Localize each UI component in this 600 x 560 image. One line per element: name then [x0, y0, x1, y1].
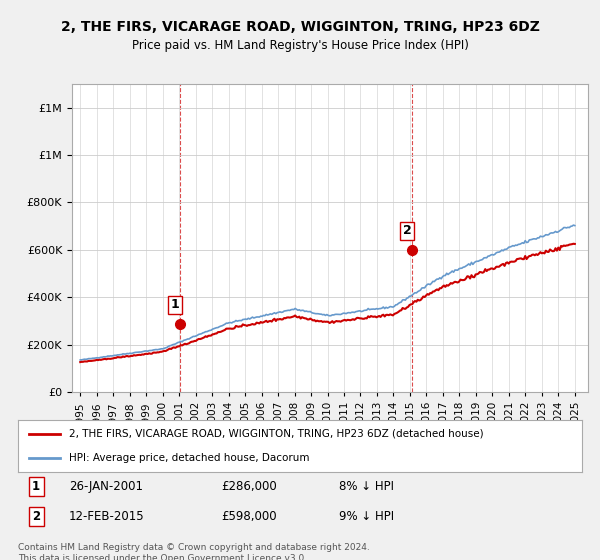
Text: 2, THE FIRS, VICARAGE ROAD, WIGGINTON, TRING, HP23 6DZ: 2, THE FIRS, VICARAGE ROAD, WIGGINTON, T… [61, 20, 539, 34]
Text: 12-FEB-2015: 12-FEB-2015 [69, 510, 145, 523]
Text: Contains HM Land Registry data © Crown copyright and database right 2024.
This d: Contains HM Land Registry data © Crown c… [18, 543, 370, 560]
Text: 26-JAN-2001: 26-JAN-2001 [69, 480, 143, 493]
Text: 2: 2 [403, 225, 412, 237]
Text: 1: 1 [171, 298, 180, 311]
Text: 9% ↓ HPI: 9% ↓ HPI [340, 510, 395, 523]
Text: £598,000: £598,000 [221, 510, 277, 523]
Text: 2, THE FIRS, VICARAGE ROAD, WIGGINTON, TRING, HP23 6DZ (detached house): 2, THE FIRS, VICARAGE ROAD, WIGGINTON, T… [69, 429, 484, 439]
Text: Price paid vs. HM Land Registry's House Price Index (HPI): Price paid vs. HM Land Registry's House … [131, 39, 469, 52]
Text: £286,000: £286,000 [221, 480, 277, 493]
Text: 1: 1 [32, 480, 40, 493]
Text: 8% ↓ HPI: 8% ↓ HPI [340, 480, 394, 493]
Text: HPI: Average price, detached house, Dacorum: HPI: Average price, detached house, Daco… [69, 452, 309, 463]
Text: 2: 2 [32, 510, 40, 523]
